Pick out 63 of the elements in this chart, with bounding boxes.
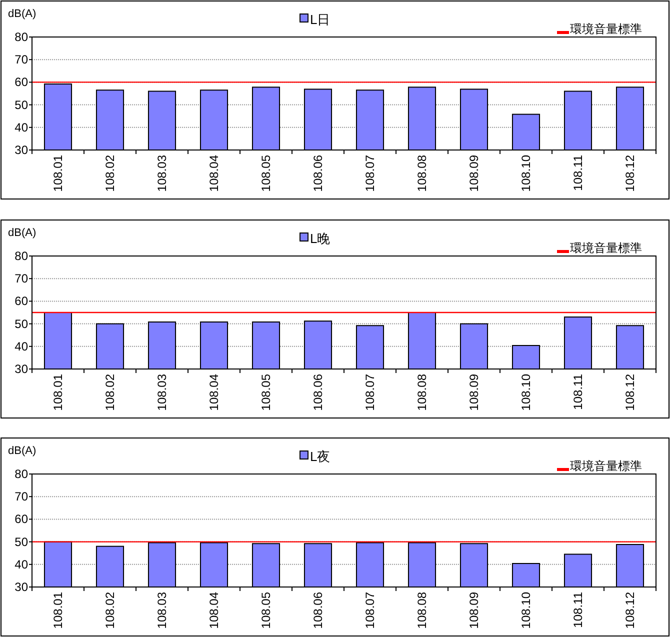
x-tick-label: 108.12 bbox=[623, 592, 637, 629]
y-tick-label: 70 bbox=[14, 52, 28, 67]
x-tick-label: 108.07 bbox=[363, 374, 377, 411]
y-tick-label: 30 bbox=[14, 362, 28, 376]
y-tick-label: 80 bbox=[14, 467, 28, 481]
x-tick-label: 108.12 bbox=[623, 154, 637, 192]
x-tick-label: 108.08 bbox=[415, 374, 429, 411]
legend-label: 環境音量標準 bbox=[570, 459, 642, 473]
x-tick-label: 108.05 bbox=[259, 374, 273, 411]
y-tick-label: 30 bbox=[14, 580, 28, 594]
x-tick-label: 108.08 bbox=[415, 592, 429, 629]
x-tick-label: 108.04 bbox=[207, 374, 221, 411]
y-tick-label: 70 bbox=[14, 490, 28, 504]
x-tick-label: 108.02 bbox=[103, 592, 117, 629]
x-tick-label: 108.12 bbox=[623, 374, 637, 411]
x-tick-label: 108.05 bbox=[259, 154, 273, 192]
x-tick-label: 108.11 bbox=[571, 592, 585, 628]
x-tick-label: 108.09 bbox=[467, 374, 481, 411]
x-tick-label: 108.08 bbox=[415, 154, 429, 192]
x-tick-label: 108.10 bbox=[519, 592, 533, 629]
x-tick-label: 108.01 bbox=[51, 592, 65, 629]
y-axis-title: dB(A) bbox=[8, 445, 36, 457]
legend-label: L晚 bbox=[310, 231, 330, 246]
y-tick-label: 80 bbox=[14, 30, 28, 44]
x-tick-label: 108.11 bbox=[571, 154, 585, 191]
y-tick-label: 40 bbox=[14, 120, 28, 134]
legend-label: 環境音量標準 bbox=[570, 241, 642, 255]
y-tick-label: 60 bbox=[14, 75, 28, 90]
x-tick-label: 108.07 bbox=[363, 154, 377, 192]
x-tick-label: 108.02 bbox=[103, 154, 117, 192]
x-tick-label: 108.06 bbox=[311, 154, 325, 192]
y-tick-label: 50 bbox=[14, 98, 28, 112]
x-tick-label: 108.05 bbox=[259, 592, 273, 629]
x-tick-label: 108.11 bbox=[571, 374, 585, 410]
y-tick-label: 50 bbox=[14, 316, 28, 331]
y-tick-label: 60 bbox=[14, 512, 28, 526]
y-tick-label: 30 bbox=[14, 143, 28, 157]
x-tick-label: 108.04 bbox=[207, 154, 221, 192]
y-axis-title: dB(A) bbox=[8, 227, 36, 239]
y-axis-title: dB(A) bbox=[8, 8, 36, 20]
y-tick-label: 40 bbox=[14, 339, 28, 354]
y-tick-label: 60 bbox=[14, 294, 28, 308]
x-tick-label: 108.10 bbox=[519, 154, 533, 192]
legend-label: L日 bbox=[310, 12, 330, 27]
x-tick-label: 108.01 bbox=[51, 374, 65, 411]
x-tick-label: 108.10 bbox=[519, 374, 533, 411]
x-tick-label: 108.01 bbox=[51, 154, 65, 192]
legend-label: L夜 bbox=[310, 449, 330, 464]
x-tick-label: 108.03 bbox=[155, 154, 169, 192]
x-tick-label: 108.03 bbox=[155, 592, 169, 629]
y-tick-label: 70 bbox=[14, 272, 28, 286]
x-tick-label: 108.09 bbox=[467, 592, 481, 629]
y-tick-label: 50 bbox=[14, 534, 28, 549]
x-tick-label: 108.03 bbox=[155, 374, 169, 411]
x-tick-label: 108.04 bbox=[207, 592, 221, 629]
y-tick-label: 40 bbox=[14, 557, 28, 572]
x-tick-label: 108.02 bbox=[103, 374, 117, 411]
x-tick-label: 108.09 bbox=[467, 154, 481, 192]
x-tick-label: 108.06 bbox=[311, 592, 325, 629]
y-tick-label: 80 bbox=[14, 249, 28, 263]
legend-label: 環境音量標準 bbox=[570, 22, 642, 36]
x-tick-label: 108.07 bbox=[363, 592, 377, 629]
x-tick-label: 108.06 bbox=[311, 374, 325, 411]
